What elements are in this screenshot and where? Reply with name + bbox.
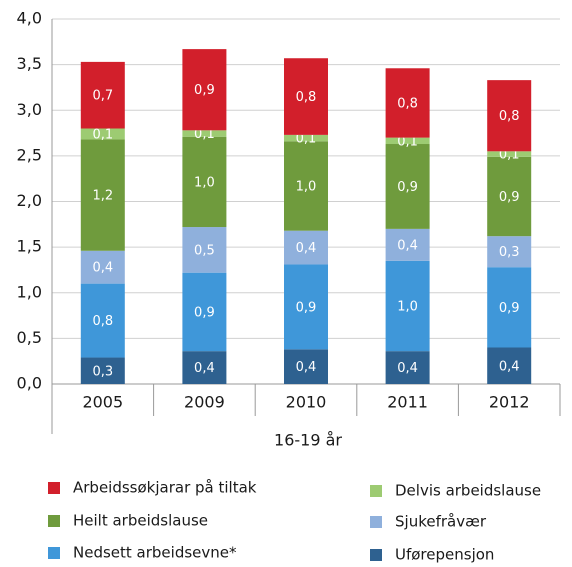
- legend-swatch: [370, 516, 382, 528]
- bar-segment: [284, 349, 328, 384]
- value-label: 1,0: [397, 299, 418, 314]
- bar-segment: [182, 272, 227, 352]
- bar-segment: [385, 144, 430, 229]
- bar-segment: [284, 264, 328, 350]
- bar-segment: [385, 260, 430, 352]
- legend-label: Uførepensjon: [395, 546, 494, 564]
- value-label: 0,1: [194, 127, 215, 142]
- x-tick-label: 2011: [387, 393, 428, 412]
- y-tick-label: 1,0: [17, 282, 42, 301]
- bar-segment: [80, 283, 125, 358]
- bar-segment: [80, 357, 125, 384]
- bar-segment: [80, 61, 125, 129]
- legend-swatch: [370, 485, 382, 497]
- legend-swatch: [48, 515, 60, 527]
- value-label: 0,3: [92, 364, 113, 379]
- value-label: 0,9: [499, 301, 520, 316]
- bar-segment: [284, 134, 328, 142]
- bar-segment: [80, 139, 125, 251]
- value-label: 0,1: [397, 134, 418, 149]
- value-label: 1,2: [92, 189, 113, 204]
- value-label: 0,3: [499, 245, 520, 260]
- value-label: 1,0: [296, 179, 317, 194]
- legend-label: Arbeidssøkjarar på tiltak: [73, 479, 257, 497]
- value-label: 0,9: [296, 300, 317, 315]
- x-tick-label: 2005: [82, 393, 123, 412]
- value-label: 0,8: [296, 90, 317, 105]
- bar-segment: [80, 250, 125, 284]
- bar-segment: [385, 228, 430, 261]
- y-tick-label: 2,5: [17, 145, 42, 164]
- value-label: 0,4: [397, 238, 418, 253]
- legend-swatch: [48, 547, 60, 559]
- y-tick-label: 3,0: [17, 100, 42, 119]
- value-label: 0,4: [296, 360, 317, 375]
- legend-label: Heilt arbeidslause: [73, 512, 208, 530]
- legend-swatch: [370, 549, 382, 561]
- value-label: 0,4: [92, 261, 113, 276]
- value-label: 0,9: [194, 305, 215, 320]
- bar-segment: [182, 136, 227, 228]
- bar-segment: [385, 137, 430, 145]
- bar-segment: [284, 58, 328, 135]
- x-tick-label: 2010: [286, 393, 327, 412]
- x-tick-label: 2009: [184, 393, 225, 412]
- bar-segment: [182, 49, 227, 131]
- value-label: 0,8: [92, 314, 113, 329]
- bar-segment: [487, 151, 532, 157]
- value-label: 0,4: [397, 361, 418, 376]
- value-label: 0,1: [92, 127, 113, 142]
- bar-segment: [487, 236, 532, 268]
- y-tick-label: 4,0: [17, 9, 42, 28]
- value-label: 0,9: [499, 190, 520, 205]
- x-axis-label: 16-19 år: [274, 431, 342, 450]
- x-tick-label: 2012: [489, 393, 530, 412]
- y-tick-label: 2,0: [17, 191, 42, 210]
- value-label: 0,8: [397, 96, 418, 111]
- y-tick-label: 0,0: [17, 374, 42, 393]
- y-tick-label: 0,5: [17, 328, 42, 347]
- bar-segment: [487, 156, 532, 237]
- value-label: 0,4: [296, 241, 317, 256]
- bar-segment: [487, 267, 532, 348]
- y-tick-label: 3,5: [17, 54, 42, 73]
- value-label: 0,9: [194, 83, 215, 98]
- bar-segment: [385, 351, 430, 384]
- legend-label: Delvis arbeidslause: [395, 482, 541, 500]
- value-label: 0,7: [92, 89, 113, 104]
- y-tick-label: 1,5: [17, 237, 42, 256]
- bar-segment: [182, 130, 227, 137]
- bar-segment: [385, 68, 430, 138]
- legend-label: Nedsett arbeidsevne*: [73, 544, 237, 562]
- bar-segment: [284, 230, 328, 265]
- bar-segment: [284, 141, 328, 231]
- bar-segment: [487, 347, 532, 384]
- bar-segment: [182, 227, 227, 273]
- value-label: 0,4: [499, 359, 520, 374]
- value-label: 0,5: [194, 243, 215, 258]
- value-label: 0,4: [194, 361, 215, 376]
- bar-segment: [487, 80, 532, 152]
- bar-segment: [182, 351, 227, 384]
- value-label: 0,1: [296, 132, 317, 147]
- bar-segment: [80, 128, 125, 140]
- value-label: 1,0: [194, 175, 215, 190]
- legend-swatch: [48, 482, 60, 494]
- legend-label: Sjukefråvær: [395, 513, 487, 531]
- value-label: 0,8: [499, 109, 520, 124]
- value-label: 0,9: [397, 180, 418, 195]
